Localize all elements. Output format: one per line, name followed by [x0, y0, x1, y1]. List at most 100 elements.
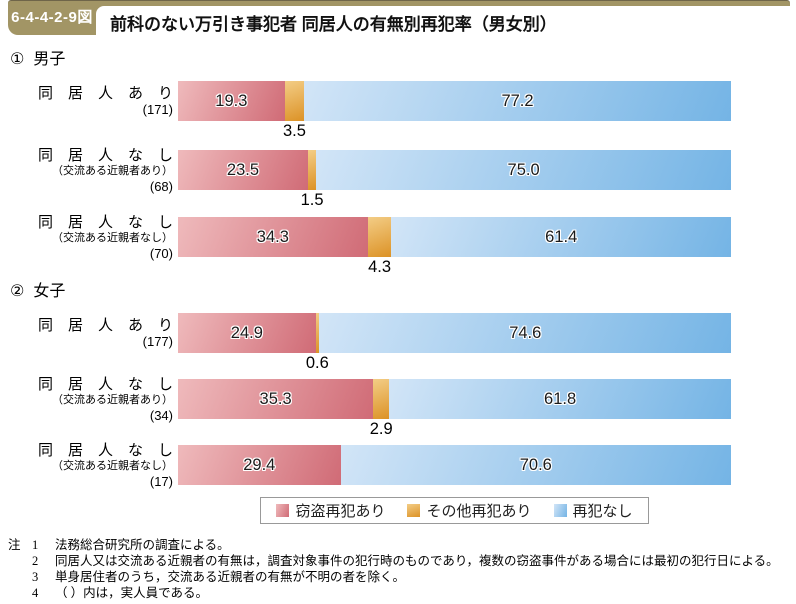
row-label: 同 居 人 あ り: [37, 85, 173, 102]
note-line: 3 単身居住者のうち，交流ある近親者の有無が不明の者を除く。: [32, 569, 796, 585]
row-label-block: 同 居 人 な し （交流ある近親者なし） (17): [0, 441, 178, 489]
segment-value-label: 70.6: [519, 455, 552, 474]
bar-segment-theft-recidivism: 34.3: [178, 217, 368, 257]
segment-value-label: 75.0: [507, 160, 540, 179]
page-title: 前科のない万引き事犯者 同居人の有無別再犯率（男女別）: [110, 14, 557, 34]
row-count: (17): [149, 473, 173, 489]
bar-segment-no-recidivism: 74.6: [319, 313, 731, 353]
bar-segment-theft-recidivism: 23.5: [178, 150, 308, 190]
bar-row: 同 居 人 な し （交流ある近親者なし） (70) 34.3 61.4 4.3: [0, 213, 796, 276]
bar-area: 35.3 61.8 2.9: [178, 379, 731, 438]
row-sublabel: （交流ある近親者なし）: [52, 231, 173, 244]
note-text: （ ）内は，実人員である。: [55, 586, 209, 600]
row-count: (34): [149, 407, 173, 423]
row-count: (68): [149, 178, 173, 194]
stacked-bar: 29.4 70.6: [178, 445, 731, 485]
row-label-block: 同 居 人 な し （交流ある近親者あり） (34): [0, 375, 178, 423]
bar-row: 同 居 人 な し （交流ある近親者なし） (17) 29.4 70.6: [0, 441, 796, 489]
legend-label: 窃盗再犯あり: [295, 503, 386, 520]
segment-value-label: 19.3: [215, 91, 248, 110]
bar-segment-other-recidivism: [315, 313, 319, 353]
row-count: (171): [142, 102, 173, 117]
segment-value-label: 77.2: [501, 91, 534, 110]
chart-legend: 窃盗再犯あり その他再犯あり 再犯なし: [260, 497, 649, 524]
note-text: 法務総合研究所の調査による。: [55, 538, 230, 552]
notes-marker: 注: [8, 538, 21, 552]
segment-value-label: 24.9: [230, 323, 263, 342]
segment-value-label: 29.4: [243, 455, 276, 474]
segment-value-label: 61.4: [545, 227, 578, 246]
legend-item-no-recidivism: 再犯なし: [553, 500, 633, 521]
note-line: 1 法務総合研究所の調査による。: [32, 537, 796, 553]
bar-segment-theft-recidivism: 35.3: [178, 379, 374, 419]
bar-segment-theft-recidivism: 19.3: [178, 81, 285, 121]
segment-value-label: 23.5: [226, 160, 260, 179]
legend-wrap: 窃盗再犯あり その他再犯あり 再犯なし: [178, 497, 731, 524]
row-sublabel: （交流ある近親者あり）: [52, 164, 173, 177]
note-line: 4 （ ）内は，実人員である。: [32, 585, 796, 601]
figure-header: 6-4-4-2-9図 前科のない万引き事犯者 同居人の有無別再犯率（男女別）: [8, 0, 790, 38]
row-label-block: 同 居 人 な し （交流ある近親者あり） (68): [0, 146, 178, 194]
bar-area: 23.5 75.0 1.5: [178, 150, 731, 209]
bar-segment-theft-recidivism: 24.9: [178, 313, 316, 353]
row-label: 同 居 人 な し: [37, 213, 173, 231]
segment-value-label: 74.6: [509, 323, 542, 342]
row-sublabel: （交流ある近親者あり）: [52, 393, 173, 406]
row-count: (177): [142, 334, 173, 349]
row-count: (70): [149, 245, 173, 261]
segment-value-label: 35.3: [259, 389, 292, 408]
row-label: 同 居 人 な し: [37, 146, 173, 164]
row-label: 同 居 人 な し: [37, 441, 173, 459]
section-marker: ①: [10, 51, 25, 68]
row-sublabel: （交流ある近親者なし）: [52, 459, 173, 472]
title-box: 前科のない万引き事犯者 同居人の有無別再犯率（男女別）: [96, 6, 790, 38]
other-value-label: 0.6: [305, 354, 329, 372]
legend-label: その他再犯あり: [426, 503, 532, 520]
bar-segment-theft-recidivism: 29.4: [178, 445, 341, 485]
section-title: 女子: [33, 283, 66, 300]
stacked-bar: 35.3 61.8: [178, 379, 731, 419]
note-text: 同居人又は交流ある近親者の有無は，調査対象事件の犯行時のものであり，複数の窃盗事…: [55, 554, 779, 568]
bar-segment-other-recidivism: [373, 379, 390, 419]
figure-number: 6-4-4-2-9図: [11, 9, 93, 26]
legend-item-theft-recidivism: 窃盗再犯あり: [276, 500, 385, 521]
bar-segment-no-recidivism: 61.8: [389, 379, 731, 419]
row-label-block: 同 居 人 あ り (171): [0, 81, 178, 121]
section-marker: ②: [10, 283, 25, 300]
stacked-bar: 34.3 61.4: [178, 217, 731, 257]
bar-row: 同 居 人 あ り (171) 19.3 77.2 3.5: [0, 81, 796, 140]
legend-swatch-orange: [407, 504, 421, 517]
bar-area: 34.3 61.4 4.3: [178, 217, 731, 276]
stacked-bar: 24.9 74.6: [178, 313, 731, 353]
bar-area: 19.3 77.2 3.5: [178, 81, 731, 140]
bar-segment-no-recidivism: 75.0: [316, 150, 731, 190]
stacked-bar: 19.3 77.2: [178, 81, 731, 121]
bar-area: 29.4 70.6: [178, 445, 731, 485]
bar-row: 同 居 人 な し （交流ある近親者あり） (68) 23.5 75.0 1.5: [0, 146, 796, 209]
note-number: 4: [32, 586, 39, 600]
segment-value-label: 61.8: [544, 389, 577, 408]
footnotes: 注 1 法務総合研究所の調査による。 2 同居人又は交流ある近親者の有無は，調査…: [0, 537, 796, 601]
note-number: 2: [32, 554, 39, 568]
bar-row: 同 居 人 な し （交流ある近親者あり） (34) 35.3 61.8 2.9: [0, 375, 796, 438]
segment-value-label: 34.3: [256, 227, 289, 246]
other-value-label: 2.9: [369, 420, 393, 438]
row-label: 同 居 人 な し: [37, 375, 173, 393]
note-number: 1: [32, 538, 39, 552]
bar-segment-other-recidivism: [284, 81, 305, 121]
other-value-label: 4.3: [368, 258, 392, 276]
legend-label: 再犯なし: [572, 503, 633, 520]
bar-segment-no-recidivism: 77.2: [304, 81, 731, 121]
section-heading-male: ① 男子: [10, 50, 796, 70]
legend-item-other-recidivism: その他再犯あり: [407, 500, 532, 521]
bar-segment-other-recidivism: [307, 150, 317, 190]
row-label: 同 居 人 あ り: [37, 317, 173, 334]
section-title: 男子: [33, 51, 66, 68]
stacked-bar: 23.5 75.0: [178, 150, 731, 190]
other-value-label: 1.5: [300, 191, 324, 209]
section-heading-female: ② 女子: [10, 282, 796, 302]
bar-segment-no-recidivism: 70.6: [340, 445, 731, 485]
bar-segment-other-recidivism: [367, 217, 392, 257]
other-value-label: 3.5: [282, 122, 306, 140]
